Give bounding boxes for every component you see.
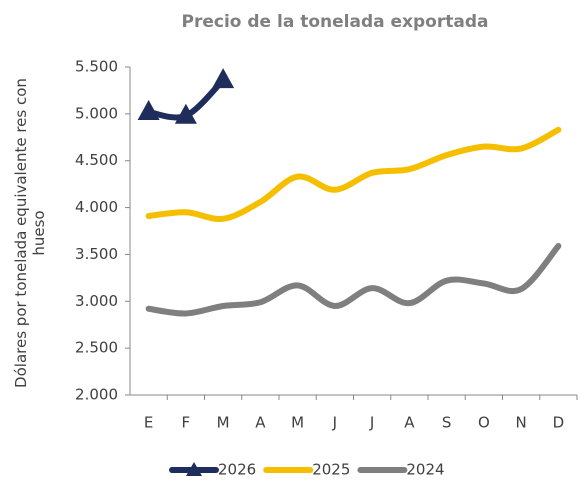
x-tick-label: M — [217, 414, 230, 432]
legend-label: 2024 — [406, 461, 444, 479]
y-tick-label: 3.000 — [75, 292, 118, 310]
y-tick-label: 5.500 — [75, 58, 118, 76]
x-tick-label: J — [369, 414, 374, 432]
x-tick-label: N — [516, 414, 527, 432]
x-tick-label: F — [182, 414, 191, 432]
x-tick-label: E — [144, 414, 153, 432]
legend-marker — [186, 462, 202, 476]
x-tick-label: J — [332, 414, 337, 432]
marker — [174, 103, 197, 124]
y-tick-label: 3.500 — [75, 245, 118, 263]
chart-title: Precio de la tonelada exportada — [182, 12, 489, 32]
x-tick-label: A — [404, 414, 415, 432]
legend-label: 2025 — [312, 461, 350, 479]
series-line — [145, 126, 562, 223]
y-tick-label: 2.000 — [75, 386, 118, 404]
y-tick-label: 4.000 — [75, 198, 118, 216]
marker — [212, 68, 235, 89]
x-tick-label: D — [553, 414, 565, 432]
x-tick-label: S — [442, 414, 452, 432]
legend-label: 2026 — [218, 461, 256, 479]
series-line — [145, 242, 562, 317]
y-tick-label: 4.500 — [75, 151, 118, 169]
x-tick-label: A — [255, 414, 266, 432]
marker — [137, 99, 160, 120]
y-tick-label: 5.000 — [75, 104, 118, 122]
y-axis-label: Dólares por tonelada equivalente res con… — [12, 78, 48, 388]
x-tick-label: M — [291, 414, 304, 432]
x-tick-label: O — [478, 414, 490, 432]
y-tick-label: 2.500 — [75, 339, 118, 357]
